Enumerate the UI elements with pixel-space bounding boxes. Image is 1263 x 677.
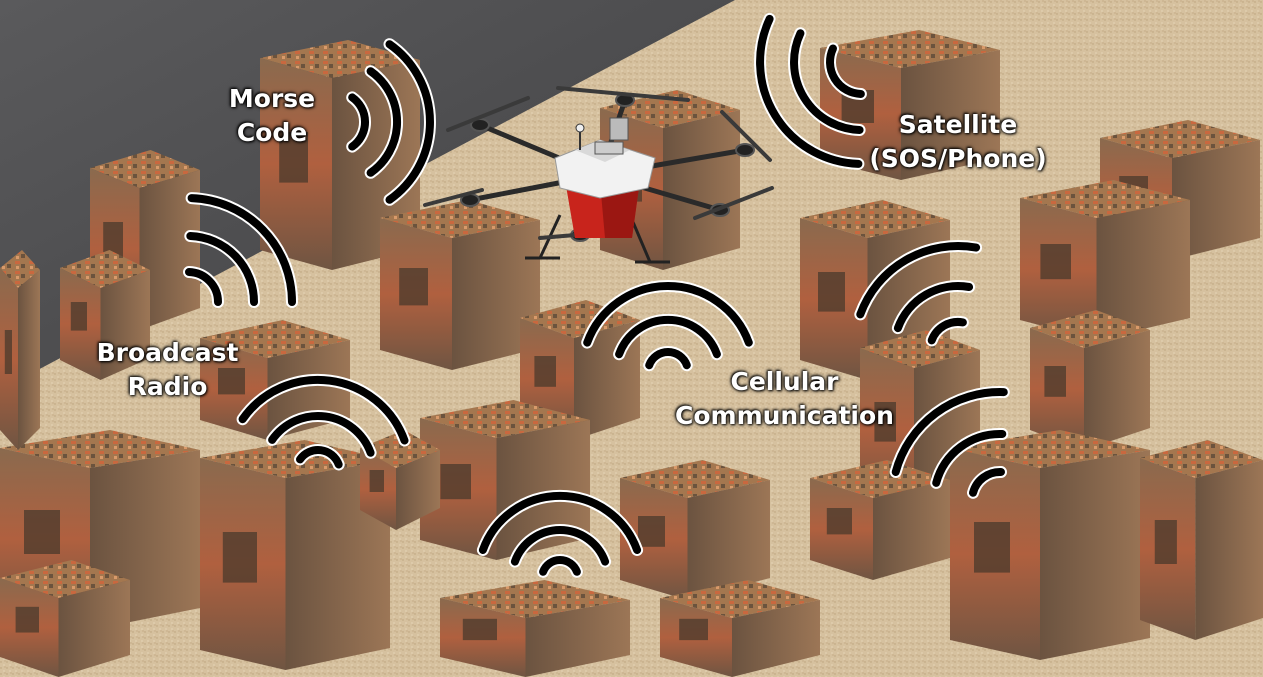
signal-arc bbox=[927, 317, 967, 345]
signal-arc-outline bbox=[236, 373, 411, 447]
ruined-building-icon bbox=[360, 430, 440, 530]
ruined-building-icon bbox=[0, 560, 130, 677]
signal-arc bbox=[238, 375, 409, 445]
signal-waves-broadcast bbox=[183, 192, 298, 308]
signal-arc bbox=[645, 348, 691, 370]
ruined-building-icon bbox=[380, 200, 540, 370]
signal-arc bbox=[385, 40, 434, 204]
label-cellular-line-2: Communication bbox=[675, 401, 894, 430]
signal-arc bbox=[756, 14, 863, 168]
label-broadcast-radio: Broadcast Radio bbox=[80, 336, 255, 404]
signal-arc bbox=[510, 526, 610, 566]
signal-waves-cellular-3 bbox=[889, 386, 1010, 499]
label-morse-code: Morse Code bbox=[222, 82, 322, 150]
signal-arc bbox=[296, 446, 343, 469]
signal-waves-cellular-5 bbox=[476, 490, 644, 578]
label-satellite-line-1: Satellite bbox=[898, 110, 1018, 139]
ruined-building-icon bbox=[810, 460, 950, 580]
signal-waves-satellite bbox=[754, 12, 867, 170]
signal-arc bbox=[969, 468, 1005, 497]
signal-arc bbox=[826, 44, 865, 98]
signal-arc bbox=[932, 429, 1007, 487]
signal-arc bbox=[891, 388, 1008, 476]
signal-arc bbox=[583, 282, 753, 347]
signal-arc bbox=[615, 315, 721, 359]
label-satellite-line-2: (SOS/Phone) bbox=[869, 144, 1047, 173]
ruined-building-icon bbox=[1020, 180, 1190, 340]
signal-arc bbox=[539, 556, 581, 576]
signal-waves-cellular-4 bbox=[236, 373, 411, 471]
label-satellite: Satellite (SOS/Phone) bbox=[858, 108, 1058, 176]
ruined-building-icon bbox=[620, 460, 770, 600]
signal-arc bbox=[186, 232, 258, 306]
ruined-building-icon bbox=[950, 430, 1150, 660]
signal-arc bbox=[268, 412, 375, 457]
ruined-building-icon bbox=[0, 250, 40, 450]
ruined-building-icon bbox=[1140, 440, 1263, 640]
label-cellular-communication: Cellular Communication bbox=[662, 365, 907, 433]
signal-arc bbox=[893, 282, 974, 333]
signal-arc bbox=[790, 29, 864, 134]
signal-arc-outline bbox=[476, 490, 644, 556]
signal-arc bbox=[185, 268, 222, 306]
signal-arc bbox=[366, 67, 401, 177]
signal-arc bbox=[478, 492, 642, 554]
label-cellular-line-1: Cellular bbox=[730, 367, 839, 396]
signal-arc bbox=[348, 93, 369, 151]
label-morse-line-2: Code bbox=[236, 118, 308, 147]
ruined-building-icon bbox=[660, 580, 820, 677]
label-broadcast-line-2: Radio bbox=[127, 372, 208, 401]
label-morse-line-1: Morse bbox=[228, 84, 316, 113]
signal-waves-morse bbox=[346, 38, 436, 206]
ruined-building-icon bbox=[440, 580, 630, 677]
signal-waves-cellular-1 bbox=[581, 280, 755, 372]
signal-arc bbox=[187, 194, 296, 306]
signal-arc bbox=[856, 242, 981, 319]
ruined-building-icon bbox=[1030, 310, 1150, 450]
label-broadcast-line-1: Broadcast bbox=[96, 338, 239, 367]
signal-waves-cellular-2 bbox=[854, 240, 983, 347]
ruined-building-icon bbox=[60, 250, 150, 380]
